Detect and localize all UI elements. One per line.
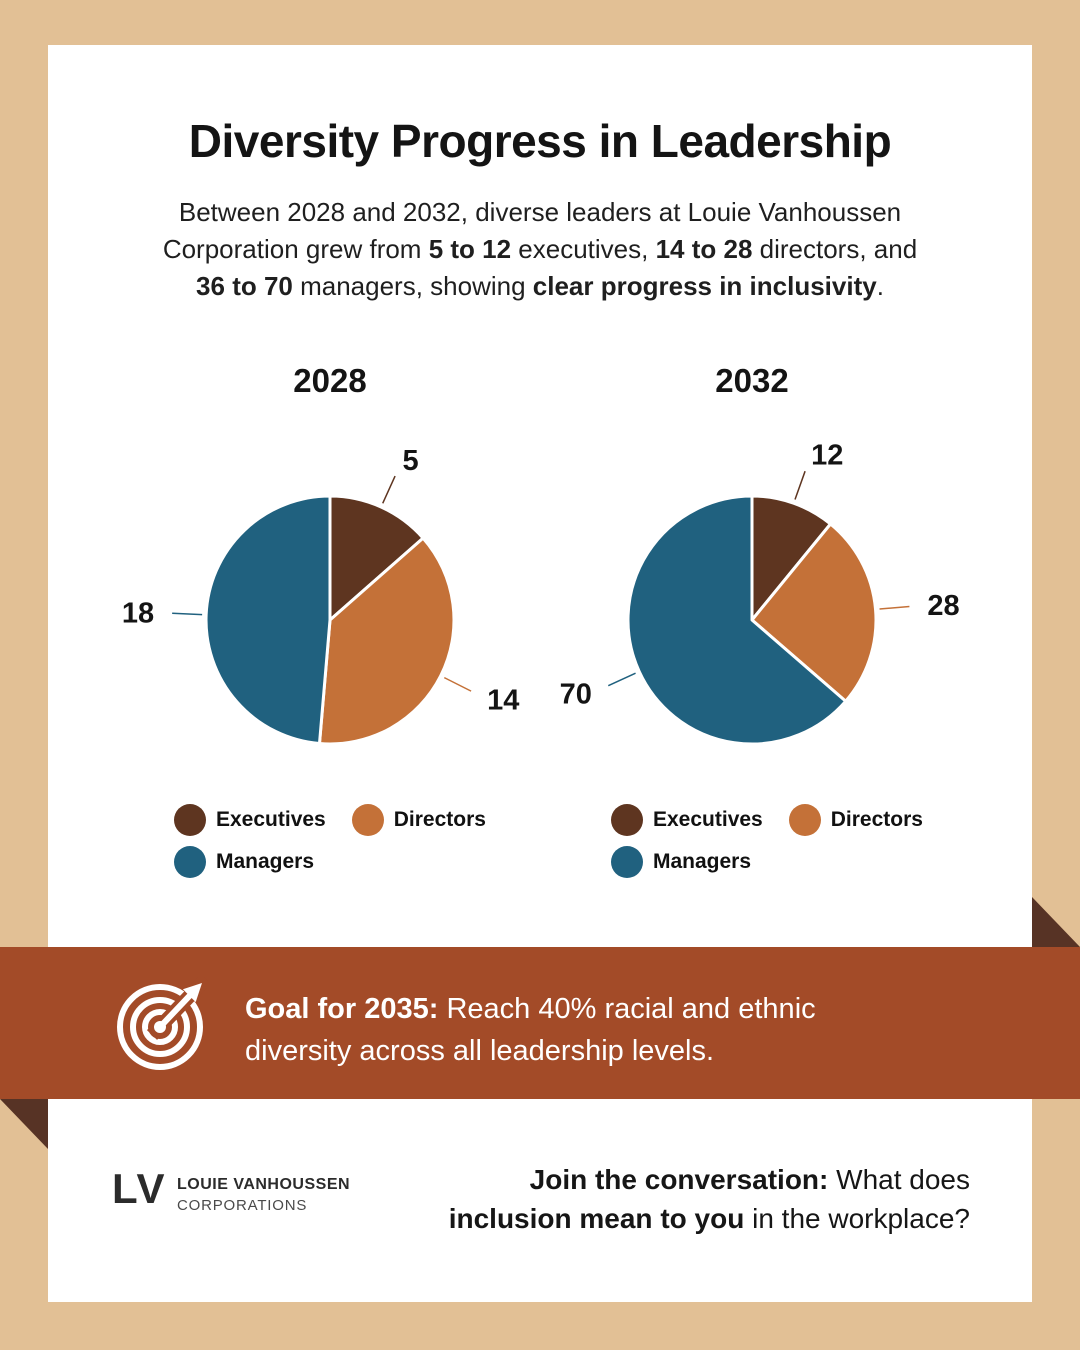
page-title: Diversity Progress in Leadership	[188, 115, 892, 167]
company-logo: LV	[112, 1165, 167, 1212]
leader-line	[382, 475, 396, 504]
goal-banner-text: Goal for 2035: Reach 40% racial and ethn…	[245, 988, 945, 1072]
legend-swatch-executives	[611, 804, 643, 836]
pie-chart-2032: 12 28 70	[560, 440, 960, 746]
legend-label: Directors	[393, 808, 486, 831]
leader-line	[794, 470, 806, 500]
legend-2032: Executives Directors Managers	[611, 804, 951, 878]
pie-value-label: 70	[560, 678, 592, 710]
cta-line: inclusion mean to you in the workplace?	[448, 1203, 970, 1234]
legend-2028: Executives Directors Managers	[174, 804, 514, 878]
pie-value-label: 14	[487, 684, 519, 716]
legend-swatch-directors	[351, 804, 384, 836]
goal-banner-line: Goal for 2035: Reach 40% racial and ethn…	[245, 993, 816, 1025]
legend-label: Executives	[216, 808, 326, 831]
cta-line: Join the conversation: What does	[529, 1164, 970, 1195]
company-name: LOUIE VANHOUSSEN	[177, 1176, 351, 1193]
pie-slice-managers	[204, 494, 332, 746]
pie-slice-executives	[328, 494, 425, 622]
legend-item: Directors	[351, 804, 486, 836]
legend-swatch-managers	[611, 846, 643, 878]
ribbon-fold-bottom-left	[0, 1099, 48, 1149]
legend-item: Managers	[174, 846, 314, 878]
pie-slice-executives	[750, 494, 832, 622]
pie-slice-directors	[317, 536, 456, 746]
legend-item: Managers	[611, 846, 751, 878]
target-icon	[117, 977, 208, 1070]
ribbon-fold-top-right	[1032, 897, 1080, 947]
page-subtitle: Between 2028 and 2032, diverse leaders a…	[90, 194, 990, 305]
legend-item: Executives	[611, 804, 763, 836]
legend-item: Directors	[788, 804, 923, 836]
pie-value-label: 28	[927, 590, 959, 622]
pie-slice-managers	[626, 494, 848, 746]
goal-banner-line: diversity across all leadership levels.	[245, 1035, 715, 1067]
legend-swatch-managers	[174, 846, 206, 878]
legend-label: Managers	[653, 850, 752, 873]
leader-line	[879, 605, 910, 610]
legend-swatch-executives	[174, 804, 206, 836]
goal-banner	[0, 947, 1080, 1099]
chart-title-2032: 2032	[715, 362, 789, 399]
chart-title-2028: 2028	[293, 362, 367, 399]
pie-value-label: 12	[811, 440, 843, 471]
pie-value-label: 5	[402, 445, 418, 477]
legend-item: Executives	[174, 804, 326, 836]
join-conversation-text: Join the conversation: What does inclusi…	[350, 1160, 970, 1238]
legend-swatch-directors	[788, 804, 821, 836]
pie-value-label: 18	[122, 598, 154, 630]
subtitle-line: Corporation grew from 5 to 12 executives…	[162, 234, 918, 264]
leader-line	[443, 676, 472, 692]
company-logo-text: LOUIE VANHOUSSEN CORPORATIONS	[177, 1176, 350, 1214]
company-subtitle: CORPORATIONS	[177, 1197, 308, 1214]
subtitle-line: 36 to 70 managers, showing clear progres…	[196, 271, 884, 301]
subtitle-line: Between 2028 and 2032, diverse leaders a…	[178, 197, 902, 227]
legend-label: Executives	[653, 808, 763, 831]
leader-line	[607, 672, 636, 687]
pie-slice-directors	[750, 522, 878, 703]
pie-chart-2028: 5 14 18	[122, 445, 519, 746]
legend-label: Managers	[216, 850, 315, 873]
legend-label: Directors	[830, 808, 923, 831]
leader-line	[172, 612, 203, 616]
